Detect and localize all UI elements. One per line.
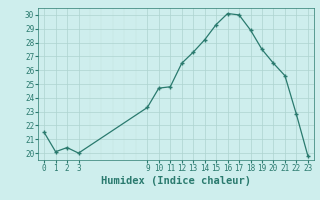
X-axis label: Humidex (Indice chaleur): Humidex (Indice chaleur)	[101, 176, 251, 186]
